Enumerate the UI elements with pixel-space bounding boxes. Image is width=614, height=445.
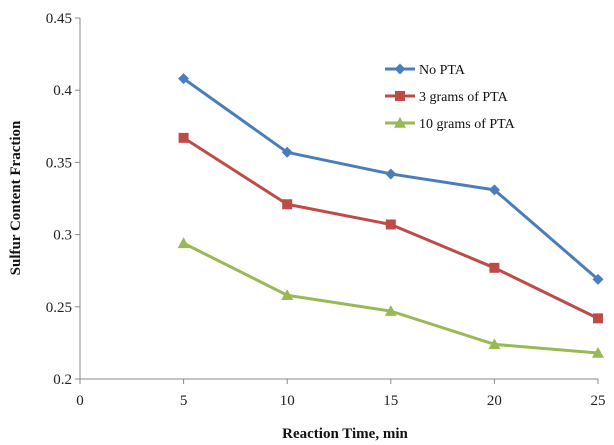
x-tick-label: 5: [180, 393, 188, 409]
data-point: [384, 305, 397, 316]
legend-marker: [394, 117, 406, 128]
data-point: [385, 219, 396, 230]
legend-label: No PTA: [419, 63, 466, 78]
legend-item: 10 grams of PTA: [385, 117, 516, 132]
legend-label: 10 grams of PTA: [419, 117, 516, 132]
legend-marker: [394, 63, 406, 75]
data-point: [282, 199, 293, 210]
y-tick-label: 0.3: [53, 228, 72, 244]
y-tick-label: 0.35: [46, 155, 72, 171]
data-point: [593, 313, 603, 324]
y-axis-title: Sulfur Content Fraction: [8, 120, 24, 275]
series-3: [177, 237, 604, 358]
x-tick-label: 10: [280, 393, 295, 409]
x-tick-label: 25: [591, 393, 606, 409]
legend-marker: [395, 91, 405, 101]
x-tick-label: 20: [487, 393, 502, 409]
y-tick-label: 0.25: [46, 300, 72, 316]
data-point: [592, 347, 604, 358]
series-layer: [177, 73, 604, 358]
series-1: [178, 73, 604, 285]
data-point: [488, 184, 500, 196]
y-tick-label: 0.2: [53, 372, 72, 388]
data-point: [178, 132, 189, 143]
x-ticks: 0 5 10 15 20 25: [76, 379, 606, 409]
data-point: [489, 262, 500, 273]
y-ticks: 0.2 0.25 0.3 0.35 0.4 0.45: [46, 11, 80, 388]
y-tick-label: 0.4: [53, 83, 72, 99]
data-point: [281, 289, 294, 301]
axes: [79, 18, 598, 380]
y-tick-label: 0.45: [46, 11, 72, 27]
legend-label: 3 grams of PTA: [419, 90, 509, 105]
legend: No PTA 3 grams of PTA 10 grams of PTA: [385, 63, 516, 132]
data-point: [178, 73, 190, 85]
data-point: [177, 237, 190, 249]
data-point: [592, 273, 604, 285]
data-point: [281, 146, 293, 158]
x-tick-label: 15: [383, 393, 398, 409]
series-line: [182, 241, 599, 355]
series-2: [178, 132, 603, 324]
x-axis-title: Reaction Time, min: [282, 426, 408, 442]
x-tick-label: 0: [76, 393, 84, 409]
data-point: [488, 338, 501, 350]
legend-item: No PTA: [385, 63, 466, 78]
data-point: [385, 168, 397, 180]
legend-item: 3 grams of PTA: [385, 90, 509, 105]
